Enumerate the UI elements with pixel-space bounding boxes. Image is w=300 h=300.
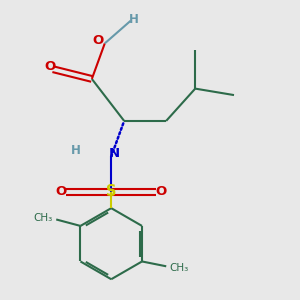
Text: CH₃: CH₃ [34, 213, 53, 223]
Text: CH₃: CH₃ [169, 263, 189, 273]
Text: H: H [71, 143, 81, 157]
Text: O: O [93, 34, 104, 47]
Text: O: O [44, 59, 56, 73]
Text: O: O [56, 185, 67, 199]
Text: O: O [156, 185, 167, 199]
Text: S: S [106, 184, 116, 200]
Text: H: H [129, 13, 139, 26]
Text: N: N [109, 147, 120, 160]
